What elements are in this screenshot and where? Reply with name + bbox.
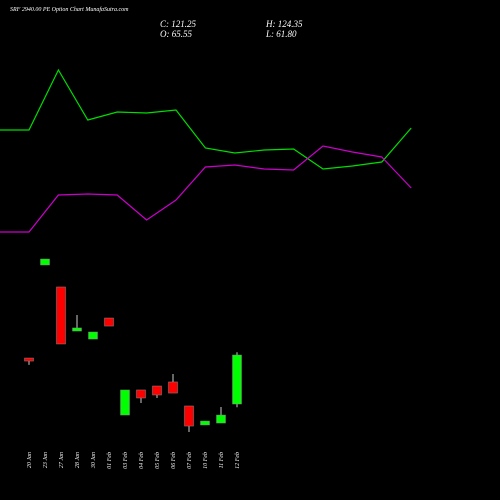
line-series — [0, 145, 412, 233]
candle-body — [168, 381, 178, 394]
x-tick-label: 10 Feb — [203, 452, 209, 469]
x-tick-label: 28 Jan — [75, 452, 81, 468]
candle-body — [184, 405, 194, 427]
x-tick-label: 06 Feb — [171, 452, 177, 469]
candle-body — [216, 414, 226, 424]
x-tick-label: 27 Jan — [59, 452, 65, 468]
candle-body — [104, 317, 114, 327]
candle-body — [56, 286, 66, 345]
candle-body — [88, 331, 98, 340]
x-tick-label: 23 Jan — [43, 452, 49, 468]
candle-body — [136, 389, 146, 399]
x-tick-label: 05 Feb — [155, 452, 161, 469]
candle-body — [24, 357, 34, 362]
candle-body — [120, 389, 130, 416]
candle-body — [152, 385, 162, 396]
candle-body — [40, 258, 50, 266]
candle-body — [200, 420, 210, 426]
x-tick-label: 07 Feb — [187, 452, 193, 469]
line-series — [0, 68, 412, 170]
chart-title: SRF 2940.00 PE Option Chart MunafaSutra.… — [10, 6, 129, 13]
x-tick-label: 30 Jan — [91, 452, 97, 469]
info-close: C: 121.25 — [160, 19, 197, 29]
info-high: H: 124.35 — [265, 19, 303, 29]
candle-body — [72, 327, 82, 332]
info-low: L: 61.80 — [265, 29, 297, 39]
x-tick-label: 12 Feb — [235, 452, 241, 469]
x-tick-label: 11 Feb — [219, 452, 225, 468]
x-tick-label: 01 Feb — [107, 452, 113, 469]
info-open: O: 65.55 — [160, 29, 192, 39]
candle-body — [232, 354, 242, 405]
x-tick-label: 20 Jan — [27, 452, 33, 468]
x-tick-label: 04 Feb — [138, 452, 145, 469]
x-tick-label: 03 Feb — [123, 452, 129, 469]
